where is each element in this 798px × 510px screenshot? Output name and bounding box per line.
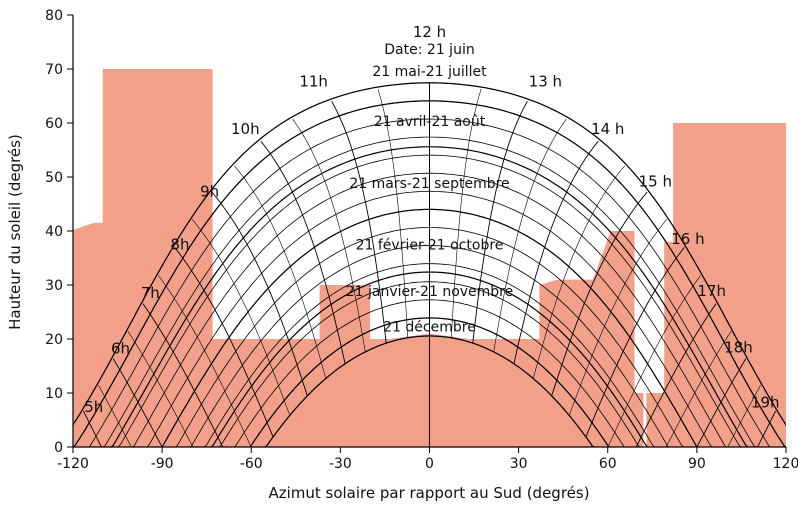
hour-line	[513, 140, 599, 364]
hour-label: 14 h	[591, 120, 624, 138]
hour-label: 5h	[84, 398, 103, 416]
x-tick-label: 0	[425, 456, 434, 472]
hour-line	[568, 219, 667, 416]
hour-line	[260, 140, 346, 364]
hour-label: 18h	[724, 339, 753, 357]
y-tick-label: 30	[45, 278, 63, 294]
x-tick-label: 30	[510, 456, 528, 472]
date-label: 21 février-21 octobre	[356, 237, 504, 253]
hour-line	[234, 165, 326, 379]
hour-label: 7h	[141, 284, 160, 302]
y-tick-label: 40	[45, 224, 63, 240]
hour-line	[127, 331, 227, 447]
hour-line	[472, 100, 528, 344]
y-tick-label: 0	[54, 440, 63, 456]
x-tick-label: 120	[773, 456, 798, 472]
date-label: 21 mars-21 septembre	[349, 176, 509, 192]
sun-path-grid	[73, 82, 786, 447]
x-tick-label: 60	[599, 456, 617, 472]
hour-line	[174, 247, 274, 438]
hour-label: 19h	[751, 394, 780, 412]
date-label: Date: 21 juin	[384, 42, 474, 58]
hour-line	[82, 410, 183, 447]
y-tick-label: 80	[45, 8, 63, 24]
y-tick-label: 50	[45, 170, 63, 186]
hour-label: 9h	[200, 182, 219, 200]
hour-label: 13 h	[529, 72, 562, 90]
hour-label: 6h	[111, 340, 130, 358]
hour-label: 11h	[299, 72, 328, 90]
hour-label: 12 h	[413, 23, 446, 41]
hour-line	[292, 118, 366, 352]
y-tick-label: 20	[45, 332, 63, 348]
date-label: 21 avril-21 août	[374, 114, 486, 130]
hour-label: 10h	[231, 120, 260, 138]
hour-line	[377, 89, 408, 338]
hour-label: 8h	[170, 235, 189, 253]
hour-line	[451, 89, 482, 338]
hour-line	[585, 247, 685, 438]
x-tick-label: -60	[240, 456, 263, 472]
hour-line	[493, 118, 567, 352]
y-tick-label: 10	[45, 386, 63, 402]
hour-line	[98, 385, 198, 447]
chart-labels: Date: 21 juin 21 mai-21 juillet 21 avril-2…	[84, 23, 779, 416]
date-curve-main	[73, 82, 786, 427]
x-tick-label: -30	[329, 456, 352, 472]
hour-label: 16 h	[671, 230, 704, 248]
hour-line	[331, 100, 387, 344]
axes: -120 -90 -60 -30 0 30 60 90 120 0 10 20 30 40 50 60 70 80	[45, 8, 798, 472]
hour-line	[142, 303, 242, 447]
date-label: 21 mai-21 juillet	[372, 64, 487, 80]
y-tick-label: 70	[45, 62, 63, 78]
x-tick-label: -90	[151, 456, 174, 472]
hour-line	[551, 191, 648, 397]
hour-line	[158, 275, 258, 447]
x-axis-title: Azimut solaire par rapport au Sud (degré…	[268, 484, 589, 502]
x-tick-label: -120	[57, 456, 89, 472]
date-label: 21 décembre	[383, 319, 476, 335]
hour-line	[601, 275, 701, 447]
hour-line	[617, 303, 717, 447]
hour-line	[211, 191, 308, 397]
hour-line	[661, 385, 761, 447]
hour-line	[192, 219, 291, 416]
hour-label: 17h	[697, 282, 726, 300]
date-label: 21 janvier-21 novembre	[346, 284, 514, 300]
x-tick-label: 90	[688, 456, 706, 472]
y-axis-title: Hauteur du soleil (degrés)	[6, 134, 24, 330]
hour-line	[533, 165, 625, 379]
hour-label: 15 h	[639, 173, 672, 191]
y-tick-label: 60	[45, 116, 63, 132]
hour-line	[676, 410, 777, 447]
hour-line	[632, 331, 732, 447]
